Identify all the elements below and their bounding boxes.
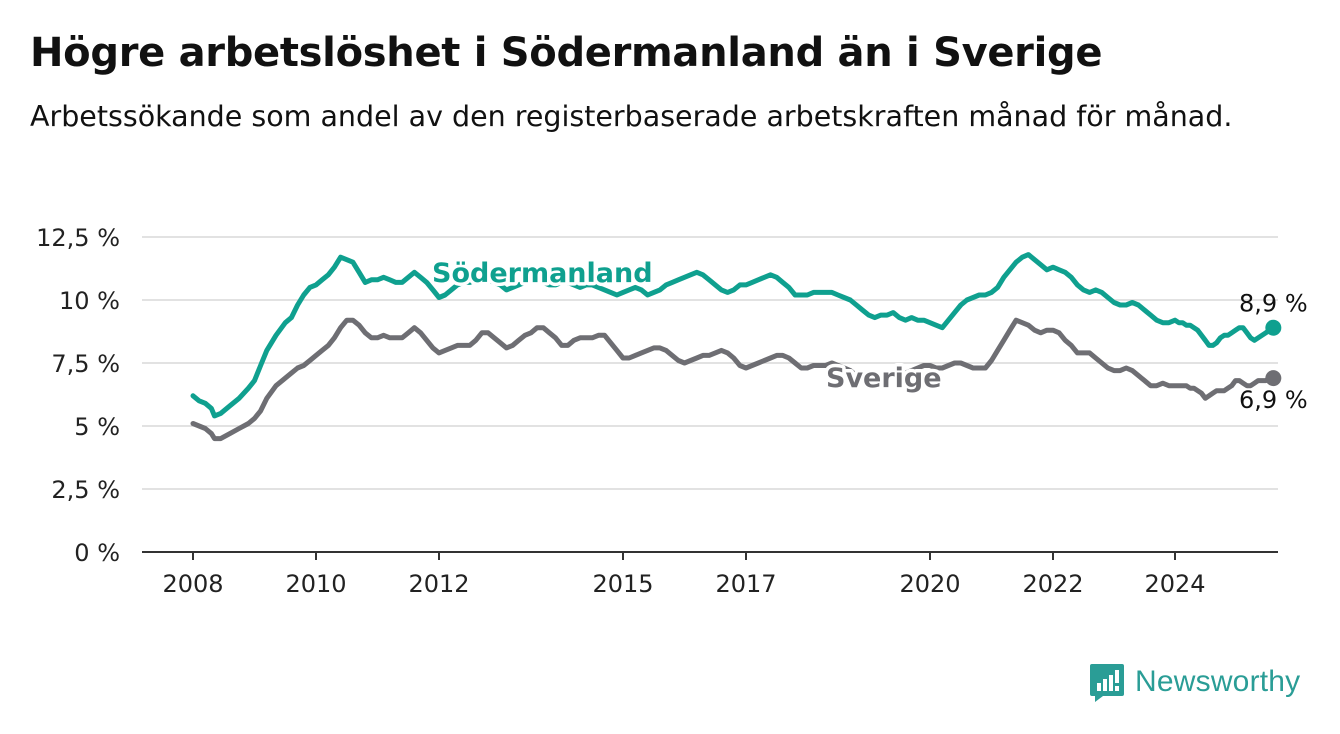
y-tick-label: 10 % xyxy=(59,287,120,315)
page-title: Högre arbetslöshet i Södermanland än i S… xyxy=(30,30,1103,76)
series-end-value-label: 6,9 % xyxy=(1239,386,1308,414)
y-tick-label: 7,5 % xyxy=(51,350,120,378)
series-line-sverige xyxy=(190,317,1276,442)
x-tick-label: 2012 xyxy=(408,570,469,598)
x-tick-label: 2024 xyxy=(1144,570,1205,598)
x-tick-label: 2010 xyxy=(285,570,346,598)
y-tick-label: 12,5 % xyxy=(36,224,120,252)
brand-logo: Newsworthy xyxy=(1089,660,1300,704)
series-labels: 8,9 % 6,9 % Södermanland Sverige xyxy=(429,255,1308,415)
gridlines xyxy=(142,236,1278,490)
series-end-marker xyxy=(1265,319,1282,336)
x-axis: 2008 2010 2012 2015 2017 2020 2022 2024 xyxy=(142,551,1278,598)
y-tick-label: 5 % xyxy=(74,413,120,441)
x-tick-label: 2022 xyxy=(1022,570,1083,598)
series-line-södermanland xyxy=(190,252,1276,419)
newsworthy-logo-icon xyxy=(1090,664,1124,702)
series-name-label: Sverige xyxy=(826,363,942,394)
y-tick-label: 0 % xyxy=(74,539,120,567)
x-tick-label: 2020 xyxy=(899,570,960,598)
series-end-value-label: 8,9 % xyxy=(1239,290,1308,318)
page-subtitle: Arbetssökande som andel av den registerb… xyxy=(30,100,1233,133)
y-tick-label: 2,5 % xyxy=(51,476,120,504)
series-name-label: Södermanland xyxy=(432,258,653,289)
x-tick-label: 2008 xyxy=(162,570,223,598)
x-tick-label: 2015 xyxy=(592,570,653,598)
brand-name: Newsworthy xyxy=(1135,665,1301,698)
series-end-marker xyxy=(1265,370,1282,387)
y-axis: 0 % 2,5 % 5 % 7,5 % 10 % 12,5 % xyxy=(36,224,120,567)
series-lines xyxy=(190,252,1282,442)
x-tick-label: 2017 xyxy=(715,570,776,598)
